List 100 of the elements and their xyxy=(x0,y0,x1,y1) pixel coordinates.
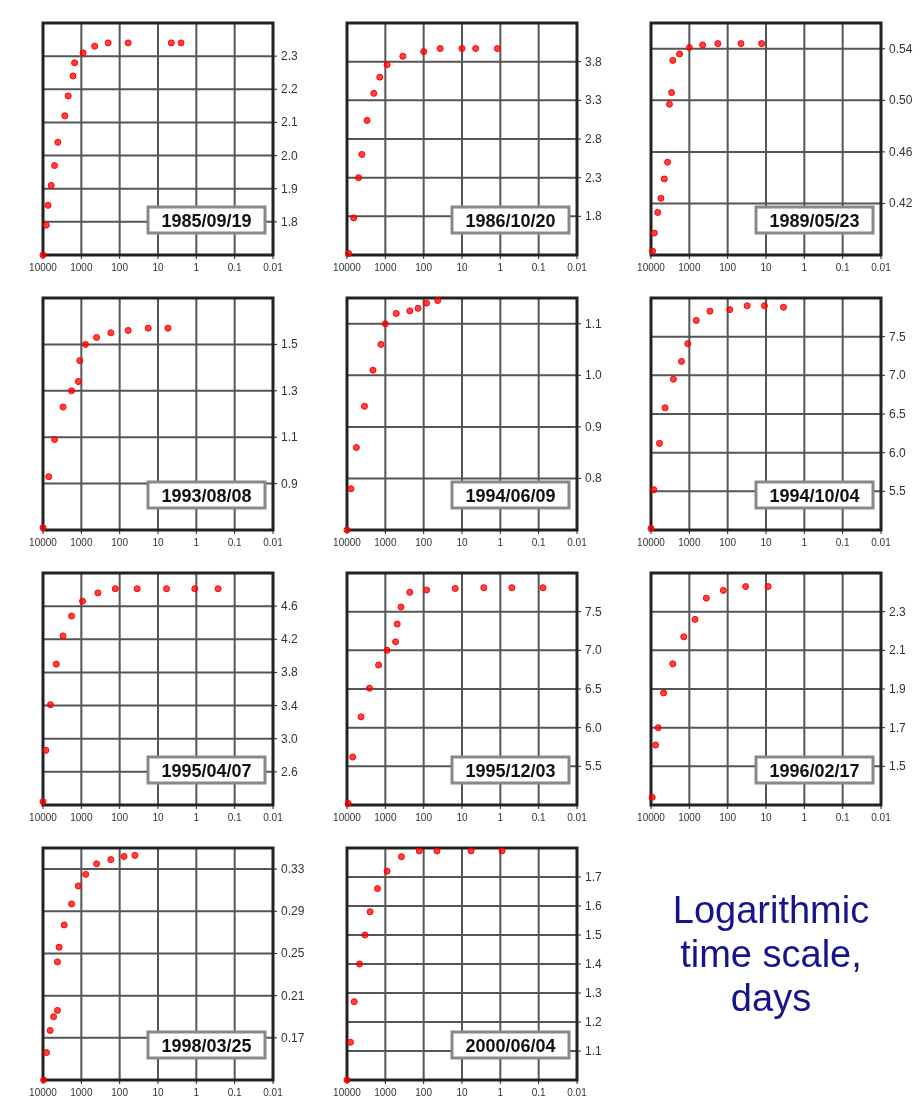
y-tick-label: 2.6 xyxy=(281,764,299,779)
x-tick-label: 100 xyxy=(111,262,129,273)
annotation: 1993/08/08 xyxy=(161,486,252,506)
y-tick-label: 1.2 xyxy=(585,1015,603,1029)
y-tick-label: 0.46 xyxy=(889,144,913,159)
x-tick-label: 10 xyxy=(456,1087,468,1098)
annotation: 1985/09/19 xyxy=(161,211,252,231)
y-tick-label: 0.54 xyxy=(889,41,913,56)
x-tick-label: 10000 xyxy=(637,262,666,273)
x-tick-label: 1 xyxy=(497,262,504,273)
x-tick-label: 1 xyxy=(497,1087,504,1098)
x-tick-label: 10000 xyxy=(333,1087,362,1098)
y-tick-label: 1.3 xyxy=(585,986,603,1000)
y-tick-label: 7.5 xyxy=(889,329,907,344)
x-tick-label: 10 xyxy=(760,537,772,548)
x-tick-label: 0.01 xyxy=(871,262,892,273)
x-tick-label: 0.1 xyxy=(227,262,243,273)
x-tick-label: 100 xyxy=(415,537,433,548)
y-tick-label: 4.6 xyxy=(281,599,299,614)
y-tick-label: 7.0 xyxy=(889,368,907,383)
x-tick-label: 10 xyxy=(760,262,772,273)
y-tick-label: 1.8 xyxy=(281,214,299,229)
x-tick-label: 0.01 xyxy=(567,262,588,273)
x-tick-label: 1 xyxy=(801,537,808,548)
y-tick-label: 2.0 xyxy=(281,148,299,163)
x-tick-label: 1000 xyxy=(70,262,93,273)
x-tick-label: 0.1 xyxy=(835,262,851,273)
y-tick-label: 3.4 xyxy=(281,698,299,713)
x-tick-label: 10 xyxy=(456,537,468,548)
y-tick-label: 1.9 xyxy=(889,682,907,696)
x-tick-label: 1000 xyxy=(70,1087,93,1098)
x-tick-label: 0.01 xyxy=(567,812,588,823)
y-tick-label: 0.25 xyxy=(281,946,305,961)
x-tick-label: 0.1 xyxy=(531,812,547,823)
x-tick-label: 0.01 xyxy=(871,537,892,548)
y-tick-label: 3.0 xyxy=(281,731,299,746)
y-tick-label: 0.33 xyxy=(281,862,305,877)
x-tick-label: 1000 xyxy=(374,262,397,273)
point xyxy=(406,307,414,315)
x-tick-label: 100 xyxy=(111,1087,129,1098)
x-tick-label: 1 xyxy=(193,1087,200,1098)
y-tick-label: 1.6 xyxy=(585,899,603,913)
x-tick-label: 100 xyxy=(719,812,737,823)
annotation: 1996/02/17 xyxy=(769,761,860,781)
annotation: 1994/06/09 xyxy=(465,486,556,506)
x-tick-label: 0.01 xyxy=(263,1087,284,1098)
text: Logarithmic time scale, days xyxy=(672,889,870,1019)
x-tick-label: 10000 xyxy=(29,537,58,548)
point xyxy=(369,366,377,374)
y-tick-label: 0.8 xyxy=(585,471,603,486)
y-tick-label: 2.1 xyxy=(889,643,907,658)
y-tick-label: 1.5 xyxy=(281,337,299,352)
x-tick-label: 100 xyxy=(415,1087,433,1098)
x-tick-label: 1000 xyxy=(374,1087,397,1098)
annotation: 1994/10/04 xyxy=(769,486,860,506)
annotation: 1986/10/20 xyxy=(465,211,556,231)
x-tick-label: 100 xyxy=(719,537,737,548)
x-tick-label: 10 xyxy=(456,812,468,823)
x-tick-label: 0.01 xyxy=(263,262,284,273)
y-tick-label: 1.5 xyxy=(889,759,907,774)
y-tick-label: 1.8 xyxy=(585,209,603,224)
x-tick-label: 0.1 xyxy=(227,812,243,823)
x-tick-label: 100 xyxy=(111,537,129,548)
x-tick-label: 10000 xyxy=(333,812,362,823)
x-tick-label: 1000 xyxy=(678,537,701,548)
x-tick-label: 100 xyxy=(719,262,737,273)
y-tick-label: 3.8 xyxy=(585,54,603,69)
annotation: 1995/12/03 xyxy=(465,761,556,781)
point xyxy=(377,340,385,348)
x-tick-label: 0.1 xyxy=(531,537,547,548)
x-tick-label: 10000 xyxy=(29,812,58,823)
y-tick-label: 2.2 xyxy=(281,82,299,97)
y-tick-label: 1.1 xyxy=(281,430,299,445)
x-tick-label: 10000 xyxy=(637,537,666,548)
y-tick-label: 1.1 xyxy=(585,1044,603,1058)
x-tick-label: 100 xyxy=(415,812,433,823)
x-tick-label: 0.1 xyxy=(835,537,851,548)
y-tick-label: 2.3 xyxy=(281,49,299,64)
x-tick-label: 1 xyxy=(497,537,504,548)
y-tick-label: 0.50 xyxy=(889,93,913,108)
annotation: 1989/05/23 xyxy=(769,211,860,231)
y-tick-label: 6.5 xyxy=(889,407,907,421)
y-tick-label: 3.3 xyxy=(585,93,603,108)
x-tick-label: 0.01 xyxy=(567,1087,588,1098)
point xyxy=(360,402,368,410)
x-tick-label: 10 xyxy=(152,812,164,823)
point xyxy=(352,444,360,452)
x-tick-label: 10000 xyxy=(333,262,362,273)
annotation: 1995/04/07 xyxy=(161,761,252,781)
annotation: 2000/06/04 xyxy=(465,1036,556,1056)
y-tick-label: 5.5 xyxy=(585,759,603,774)
x-tick-label: 10 xyxy=(152,1087,164,1098)
y-tick-label: 1.5 xyxy=(585,928,603,942)
x-tick-label: 1 xyxy=(193,537,200,548)
x-tick-label: 0.01 xyxy=(871,812,892,823)
x-tick-label: 0.01 xyxy=(263,537,284,548)
y-tick-label: 0.21 xyxy=(281,988,305,1003)
x-tick-label: 0.1 xyxy=(531,262,547,273)
x-tick-label: 10000 xyxy=(29,262,58,273)
x-tick-label: 0.01 xyxy=(263,812,284,823)
